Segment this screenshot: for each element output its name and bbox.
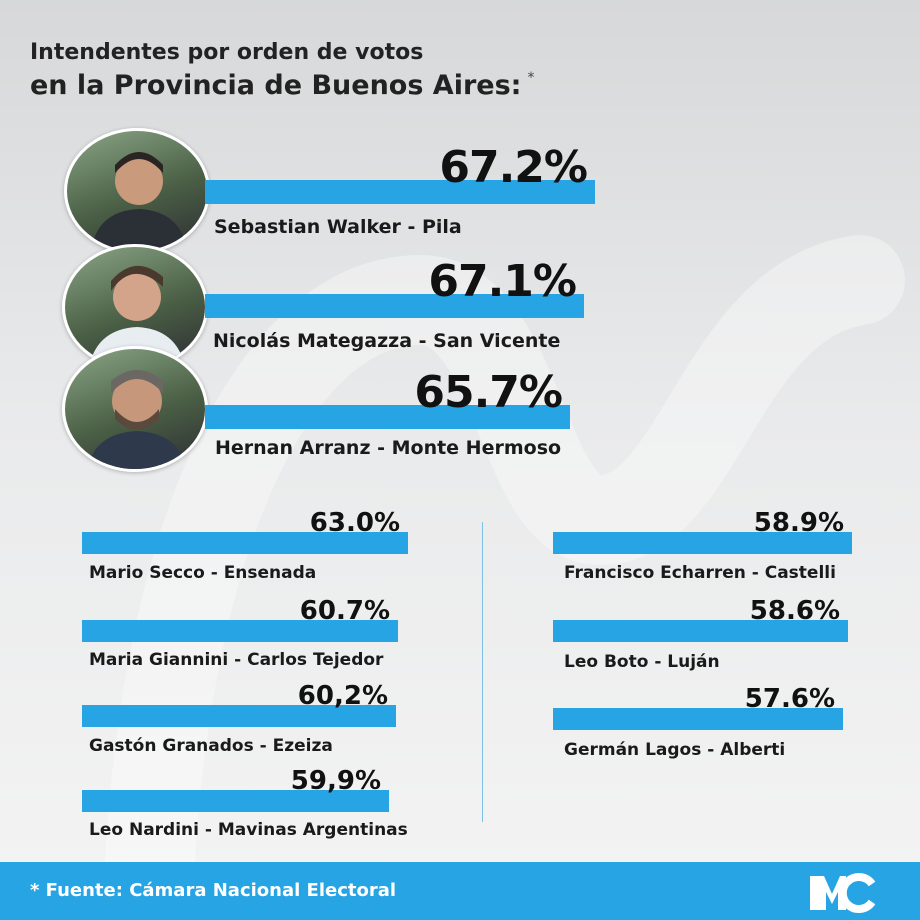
value-label-item-7: 59,9% xyxy=(290,766,381,796)
bar-item-5 xyxy=(82,620,398,642)
bar-item-6 xyxy=(82,705,396,727)
category-label-item-7: Leo Nardini - Mavinas Argentinas xyxy=(89,820,408,840)
category-label-item-2: Nicolás Mategazza - San Vicente xyxy=(213,330,561,352)
bar-item-9 xyxy=(553,620,848,642)
footer-bar: * Fuente: Cámara Nacional Electoral xyxy=(0,862,920,920)
bar-item-3 xyxy=(205,405,570,429)
mc-logo xyxy=(810,873,876,913)
bar-item-7 xyxy=(82,790,389,812)
value-label-item-1: 67.2% xyxy=(439,142,588,193)
title-asterisk: * xyxy=(527,70,535,86)
value-label-item-4: 63.0% xyxy=(309,508,400,538)
category-label-item-9: Leo Boto - Luján xyxy=(564,652,720,672)
column-divider xyxy=(482,522,483,822)
value-label-item-6: 60,2% xyxy=(297,681,388,711)
category-label-item-10: Germán Lagos - Alberti xyxy=(564,740,786,760)
value-label-item-2: 67.1% xyxy=(428,256,577,307)
category-label-item-3: Hernan Arranz - Monte Hermoso xyxy=(215,437,562,459)
category-label-item-4: Mario Secco - Ensenada xyxy=(89,563,317,583)
category-label-item-5: Maria Giannini - Carlos Tejedor xyxy=(89,650,384,670)
value-label-item-10: 57.6% xyxy=(744,684,835,714)
avatar-hernan-arranz xyxy=(62,346,208,472)
chart-title-line-1: Intendentes por orden de votos xyxy=(30,40,424,65)
chart-title-line-2: en la Provincia de Buenos Aires: * xyxy=(30,70,534,101)
category-label-item-6: Gastón Granados - Ezeiza xyxy=(89,736,333,756)
value-label-item-9: 58.6% xyxy=(749,596,840,626)
value-label-item-8: 58.9% xyxy=(753,508,844,538)
value-label-item-5: 60.7% xyxy=(299,596,390,626)
bar-item-8 xyxy=(553,532,852,554)
bar-item-4 xyxy=(82,532,408,554)
bar-item-1 xyxy=(205,180,595,204)
category-label-item-1: Sebastian Walker - Pila xyxy=(214,216,462,238)
value-label-item-3: 65.7% xyxy=(414,367,563,418)
category-label-item-8: Francisco Echarren - Castelli xyxy=(564,563,836,583)
bar-item-10 xyxy=(553,708,843,730)
bar-item-2 xyxy=(205,294,584,318)
footer-source: * Fuente: Cámara Nacional Electoral xyxy=(30,880,397,901)
avatar-sebastian-walker xyxy=(64,128,210,254)
chart-title-line-2-text: en la Provincia de Buenos Aires: xyxy=(30,70,522,101)
